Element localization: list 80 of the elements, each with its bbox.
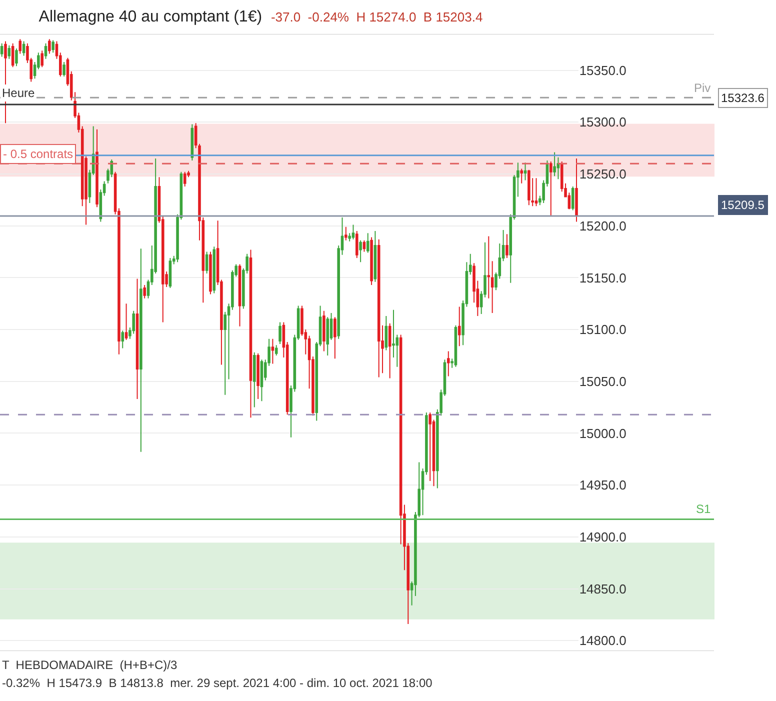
candlestick — [40, 50, 44, 68]
candlestick — [0, 42, 4, 58]
ref-line-label: S1 — [696, 502, 712, 516]
candlestick — [377, 238, 380, 378]
text: 15323.6 — [721, 91, 765, 105]
candlestick — [278, 322, 282, 345]
y-tick-label: 15350.0 — [579, 62, 626, 78]
y-tick-label: 14900.0 — [579, 529, 626, 544]
y-tick-label: 14800.0 — [579, 633, 626, 648]
candlestick — [534, 178, 538, 207]
candlestick — [447, 350, 450, 377]
candlestick — [52, 40, 54, 54]
candlestick — [253, 352, 256, 408]
y-tick-label: 15300.0 — [579, 114, 626, 130]
y-tick-label: 15150.0 — [579, 270, 626, 286]
candlestick — [140, 248, 142, 452]
candlestick — [209, 251, 212, 295]
candlestick — [205, 251, 208, 274]
candlestick — [506, 234, 508, 258]
candlestick — [359, 240, 362, 263]
candlestick — [490, 260, 494, 314]
candlestick — [212, 246, 216, 294]
text: -0.32% H 15473.9 B 14813.8 mer. 29 sept. 2021 4:00 - dim. 10 oct. 2021 18:00 — [2, 676, 433, 690]
candlestick — [352, 224, 355, 240]
candlestick — [11, 42, 14, 68]
candlestick — [388, 322, 392, 379]
candlestick — [384, 316, 388, 351]
candlestick — [366, 232, 370, 254]
text: T HEBDOMADAIRE (H+B+C)/3 — [2, 658, 178, 672]
candlestick — [44, 42, 48, 60]
candlestick — [260, 359, 264, 402]
candlestick — [553, 152, 556, 177]
candlestick — [62, 62, 66, 78]
candlestick — [528, 169, 530, 206]
chart-subtitle: -37.0 -0.24% H 15274.0 B 15203.4 — [270, 10, 483, 25]
candlestick — [344, 226, 348, 241]
candlestick — [549, 161, 552, 216]
candlestick — [362, 240, 366, 252]
candlestick — [322, 310, 326, 352]
candlestick — [249, 249, 252, 418]
candlestick — [271, 338, 274, 364]
candlestick — [48, 38, 51, 54]
annotation: Heure — [2, 86, 36, 100]
candlestick — [8, 44, 11, 60]
candlestick — [124, 303, 128, 340]
candlestick — [370, 236, 373, 286]
y-tick-label: 14950.0 — [579, 478, 626, 493]
candlestick — [136, 278, 139, 400]
ref-line-label: - 0.5 contrats — [3, 147, 74, 161]
candlestick — [121, 330, 124, 349]
candlestick — [374, 230, 377, 282]
candlestick — [524, 162, 527, 181]
candlestick — [143, 284, 146, 299]
candlestick — [571, 186, 574, 211]
candlestick — [183, 171, 186, 187]
y-tick-label: 15100.0 — [579, 322, 626, 338]
candlestick — [326, 316, 329, 356]
candlestick — [18, 38, 22, 54]
y-tick-label: 15200.0 — [579, 218, 626, 234]
candlestick — [96, 128, 98, 208]
text: 15209.5 — [721, 198, 765, 212]
candlestick — [458, 306, 461, 347]
candlestick — [168, 257, 172, 289]
candlestick — [454, 324, 458, 368]
candlestick — [355, 230, 358, 258]
candlestick — [256, 352, 260, 400]
y-tick-label: 15250.0 — [579, 166, 626, 182]
chart-title: Allemagne 40 au comptant (1€) — [38, 8, 262, 26]
y-tick-label: 15000.0 — [579, 426, 626, 441]
ref-line-label: Piv — [694, 81, 711, 95]
candlestick — [334, 316, 336, 360]
y-tick-label: 15050.0 — [579, 374, 626, 389]
y-tick-label: 14850.0 — [579, 581, 626, 596]
candlestick — [487, 236, 490, 299]
candlestick — [238, 264, 242, 327]
candlestick — [15, 48, 18, 67]
candlestick — [520, 168, 523, 184]
candlestick — [274, 344, 278, 356]
candlestick — [575, 158, 578, 222]
candlestick — [22, 40, 26, 56]
